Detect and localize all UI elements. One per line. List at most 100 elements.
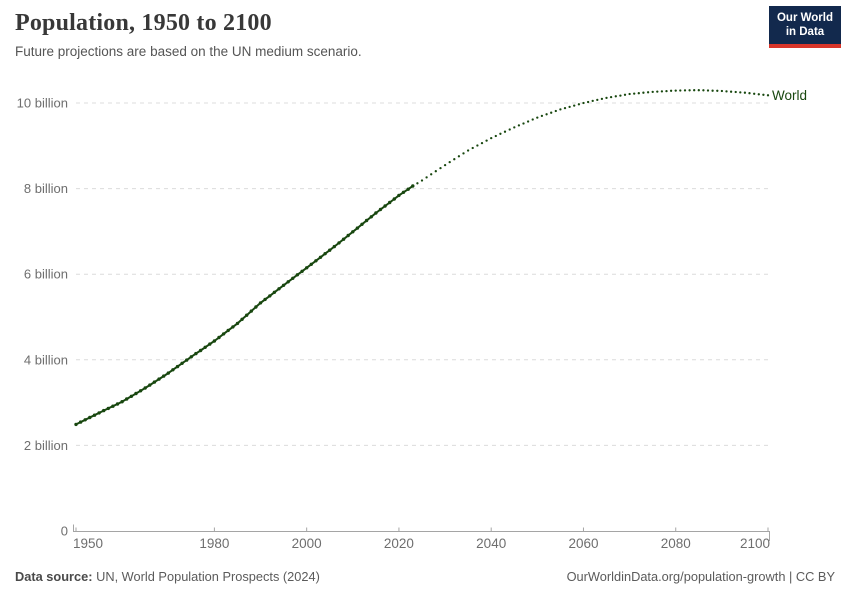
series-world-historical-marker <box>221 332 226 336</box>
series-world-historical-marker <box>406 187 410 191</box>
series-world-projection-dot <box>628 92 631 96</box>
series-world-projection-dot <box>494 134 497 138</box>
series-world-historical-marker <box>351 230 355 234</box>
series-world-historical-marker <box>328 248 332 252</box>
series-world-historical-marker <box>83 418 87 422</box>
series-world-projection-dot <box>665 89 668 93</box>
x-axis-tick-label: 2040 <box>476 536 506 551</box>
series-world-projection-dot <box>693 89 696 92</box>
series-world-historical-marker <box>332 244 336 249</box>
series-world-projection-dot <box>757 93 760 96</box>
series-world-projection-dot <box>646 91 650 94</box>
owid-link[interactable]: OurWorldinData.org/population-growth | C… <box>566 569 835 584</box>
chart-footer: Data source: UN, World Population Prospe… <box>15 569 835 584</box>
series-world-projection-dot <box>434 170 437 173</box>
series-world-historical-marker <box>323 252 327 256</box>
series-world-projection-dot <box>605 96 608 100</box>
series-world-projection-dot <box>729 90 733 93</box>
data-source: Data source: UN, World Population Prospe… <box>15 569 320 584</box>
series-world-historical-marker <box>88 415 92 420</box>
series-world-historical-marker <box>115 402 120 406</box>
series-world-historical-marker <box>258 301 263 305</box>
series-world-historical-marker <box>120 400 124 404</box>
series-world-historical-marker <box>346 233 350 238</box>
series-world-historical-marker <box>231 325 235 329</box>
owid-logo-line1: Our World <box>776 12 833 24</box>
series-world-historical-marker <box>189 355 193 359</box>
series-world-projection-dot <box>633 92 636 95</box>
series-world-projection-dot <box>471 146 474 150</box>
series-world-historical-marker <box>378 207 383 212</box>
series-world-projection-dot <box>540 114 544 118</box>
series-world-projection-dot <box>762 93 765 96</box>
series-world-projection-dot <box>522 122 525 125</box>
x-axis-tick-label: 2060 <box>568 536 598 551</box>
chart-plot-area[interactable] <box>76 85 768 531</box>
series-world-historical-marker <box>245 313 249 317</box>
series-world-projection-dot <box>425 176 428 179</box>
series-world-projection-dot <box>457 155 461 158</box>
series-world-projection-dot <box>766 94 770 97</box>
series-end-label-world[interactable]: World <box>772 88 807 103</box>
series-world-historical-marker <box>235 321 240 326</box>
series-world-projection-dot <box>462 152 465 155</box>
series-world-historical-marker <box>175 364 180 369</box>
x-axis-tick-label: 2080 <box>661 536 691 551</box>
series-world-projection-dot <box>430 173 433 176</box>
series-world-historical-marker <box>185 358 189 362</box>
series-world-projection-dot <box>453 158 456 161</box>
series-world-projection-dot <box>697 89 700 92</box>
owid-logo[interactable]: Our World in Data <box>769 6 841 48</box>
series-world-projection-dot <box>596 98 599 102</box>
y-axis-tick-label: 6 billion <box>24 267 68 282</box>
series-world-historical-marker <box>162 374 166 378</box>
series-world-projection-dot <box>614 95 617 98</box>
series-world-historical-marker <box>129 394 134 398</box>
series-world-projection-dot <box>568 105 571 109</box>
series-world-historical-marker <box>374 211 378 215</box>
series-world-historical-marker <box>111 404 115 408</box>
series-world-historical-marker <box>226 328 230 333</box>
series-world-projection-dot <box>679 89 682 92</box>
page-title: Population, 1950 to 2100 <box>15 10 272 36</box>
series-world-projection-dot <box>545 113 548 116</box>
series-world-projection-dot <box>559 108 562 111</box>
series-world-projection-dot <box>683 89 687 92</box>
series-world-historical-marker <box>318 255 323 259</box>
series-world-historical-marker <box>369 215 373 219</box>
series-world-projection-dot <box>499 132 502 135</box>
series-world-projection-dot <box>739 91 742 94</box>
series-world-historical-marker <box>134 391 138 396</box>
series-world-projection-dot <box>420 179 424 182</box>
series-world-projection-dot <box>476 144 479 147</box>
series-world-historical-marker <box>166 371 170 375</box>
y-axis-tick-label: 10 billion <box>17 96 68 111</box>
series-world-historical-marker <box>272 290 277 294</box>
series-world-historical-marker <box>208 342 212 346</box>
series-world-projection-dot <box>669 89 673 92</box>
series-world-projection-dot <box>609 95 613 99</box>
y-axis-tick-label: 4 billion <box>24 352 68 367</box>
series-world-projection-dot <box>748 92 751 95</box>
x-axis-tick-label: 2100 <box>740 536 770 551</box>
series-world-projection-dot <box>508 128 511 131</box>
series-world-historical-marker <box>240 317 244 321</box>
series-world-historical-marker <box>74 422 78 427</box>
series-world-historical-marker <box>281 283 286 287</box>
series-world-projection-dot <box>531 118 534 121</box>
series-world-projection-dot <box>443 163 447 167</box>
series-world-historical-marker <box>305 266 309 270</box>
series-world-historical-marker <box>277 287 281 291</box>
series-world-historical-marker <box>383 204 387 208</box>
series-world-historical-marker <box>397 193 401 198</box>
series-world-projection-dot <box>734 90 737 94</box>
series-world-historical-marker <box>249 309 253 313</box>
series-world-historical-marker <box>314 259 318 263</box>
series-world-projection-dot <box>651 90 654 94</box>
series-world-projection-dot <box>586 100 590 104</box>
series-world-projection-dot <box>503 130 507 133</box>
series-world-historical-marker <box>401 190 406 194</box>
series-world-projection-dot <box>688 89 691 92</box>
data-source-label: Data source: <box>15 569 93 584</box>
